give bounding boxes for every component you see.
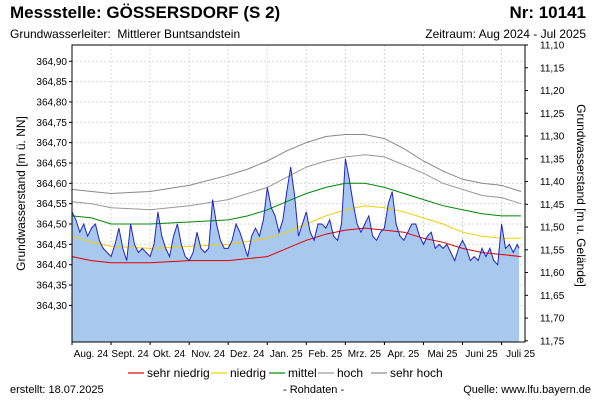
- station-number: Nr: 10141: [509, 3, 586, 22]
- x-tick-label: Sept. 24: [111, 349, 149, 360]
- x-tick-label: Mrz. 25: [348, 349, 382, 360]
- x-tick-label: Okt. 24: [153, 349, 186, 360]
- y-right-tick-label: 11,25: [540, 109, 565, 120]
- x-tick-label: Nov. 24: [191, 349, 225, 360]
- y-right-tick-label: 11,40: [540, 177, 565, 188]
- x-tick-label: Aug. 24: [74, 349, 109, 360]
- y-right-tick-label: 11,50: [540, 223, 565, 234]
- plot-frame: [71, 44, 526, 343]
- aquifer-label: Grundwasserleiter:: [10, 27, 111, 41]
- y-tick-label: 364,70: [36, 138, 67, 149]
- y-right-tick-label: 11,45: [540, 200, 565, 211]
- y-tick-label: 364,45: [36, 240, 67, 251]
- y-right-tick-label: 11,70: [540, 314, 565, 325]
- y-tick-label: 364,85: [36, 77, 67, 88]
- y-right-tick-label: 11,55: [540, 245, 565, 256]
- source-label: Quelle: www.lfu.bayern.de: [463, 384, 591, 396]
- x-tick-label: Feb. 25: [308, 349, 342, 360]
- y-tick-label: 364,65: [36, 158, 67, 169]
- created-date: erstellt: 18.07.2025: [10, 384, 104, 396]
- x-tick-label: Juni 25: [465, 349, 498, 360]
- y-right-tick-label: 11,35: [540, 154, 565, 165]
- y-right-tick-label: 11,30: [540, 132, 565, 143]
- y-right-tick-label: 11,75: [540, 336, 565, 347]
- legend-label-hoch: hoch: [337, 366, 363, 380]
- y-right-tick-label: 11,15: [540, 63, 565, 74]
- x-tick-label: Mai 25: [427, 349, 457, 360]
- y-tick-label: 364,60: [36, 179, 67, 190]
- y-right-tick-label: 11,10: [540, 41, 565, 52]
- x-tick-label: Jan. 25: [270, 349, 303, 360]
- y-tick-label: 364,50: [36, 220, 67, 231]
- y-tick-label: 364,90: [36, 57, 67, 68]
- y-right-tick-label: 11,20: [540, 86, 565, 97]
- y-tick-label: 364,40: [36, 260, 67, 271]
- y-tick-label: 364,80: [36, 97, 67, 108]
- y-tick-label: 364,35: [36, 281, 67, 292]
- y-tick-label: 364,30: [36, 301, 67, 312]
- x-tick-label: Dez. 24: [230, 349, 265, 360]
- station-title: Messstelle: GÖSSERSDORF (S 2): [10, 3, 281, 22]
- y-right-tick-label: 11,60: [540, 268, 565, 279]
- period-label: Zeitraum: Aug 2024 - Jul 2025: [425, 27, 586, 41]
- line-hoch: [71, 154, 522, 211]
- y-right-tick-label: 11,65: [540, 291, 565, 302]
- line-niedrig: [71, 205, 522, 249]
- legend-label-sehr-niedrig: sehr niedrig: [147, 366, 210, 380]
- line-sehr-hoch: [71, 134, 522, 195]
- y-axis-label: Grundwasserstand [m ü. NN]: [14, 116, 28, 271]
- y-tick-label: 364,55: [36, 199, 67, 210]
- measured-line: [71, 158, 520, 266]
- line-mittel: [71, 182, 522, 225]
- y-right-axis-label: Grundwasserstand [m u. Gelände]: [574, 104, 588, 287]
- raw-data-note: - Rohdaten -: [283, 384, 345, 396]
- legend-label-sehr-hoch: sehr hoch: [390, 366, 443, 380]
- measured-area: [72, 158, 520, 342]
- aquifer-info: Grundwasserleiter: Mittlerer Buntsandste…: [10, 27, 240, 41]
- legend-label-niedrig: niedrig: [230, 366, 266, 380]
- legend-label-mittel: mittel: [288, 366, 317, 380]
- aquifer-value: Mittlerer Buntsandstein: [117, 27, 241, 41]
- x-tick-label: Apr. 25: [388, 349, 420, 360]
- y-tick-label: 364,75: [36, 118, 67, 129]
- x-tick-label: Juli 25: [506, 349, 535, 360]
